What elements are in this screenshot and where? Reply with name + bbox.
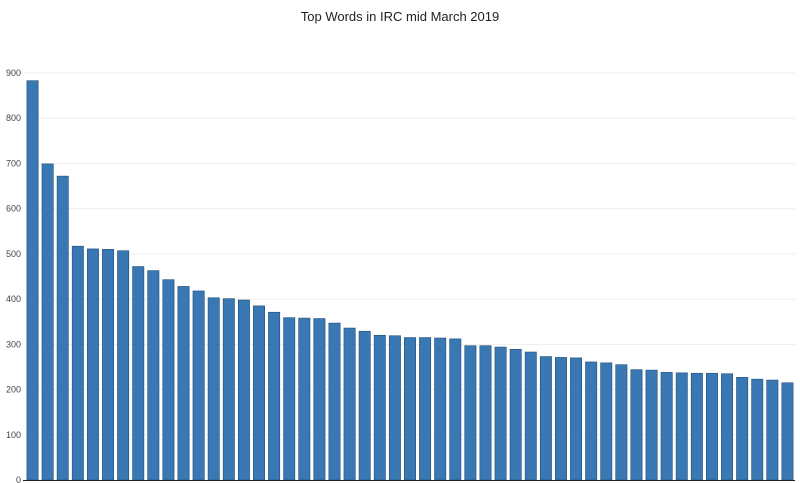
bar	[373, 334, 386, 481]
bar	[555, 357, 567, 481]
bar	[283, 317, 296, 481]
bar	[26, 80, 39, 481]
bar	[736, 377, 749, 481]
bar	[132, 266, 145, 481]
bar	[721, 373, 734, 481]
y-tick-label: 600	[6, 204, 21, 214]
bar	[434, 337, 447, 481]
bar	[766, 379, 779, 481]
bar	[298, 317, 311, 481]
bar	[645, 369, 658, 481]
bar	[237, 299, 250, 481]
chart-title: Top Words in IRC mid March 2019	[301, 9, 499, 24]
bar	[781, 382, 794, 481]
bar	[404, 337, 416, 481]
bar	[660, 372, 673, 481]
bar	[86, 248, 99, 481]
bar	[449, 338, 462, 481]
bar	[585, 361, 598, 481]
bar	[56, 175, 69, 481]
bar	[630, 369, 643, 481]
y-tick-label: 700	[6, 158, 21, 168]
bars	[26, 80, 794, 481]
bar	[705, 372, 718, 481]
bar	[358, 330, 371, 481]
bar	[328, 322, 341, 481]
bar	[524, 351, 537, 481]
y-tick-label: 0	[16, 475, 21, 483]
y-tick-label: 200	[6, 385, 21, 395]
y-axis-ticks: 0 100 200 300 400 500 600 700 800 900	[6, 68, 21, 483]
bar	[479, 345, 492, 481]
y-tick-label: 100	[6, 430, 21, 440]
bar	[464, 345, 477, 481]
bar	[207, 297, 220, 481]
y-tick-label: 800	[6, 113, 21, 123]
y-tick-label: 300	[6, 339, 21, 349]
bar	[388, 335, 401, 481]
y-tick-label: 400	[6, 294, 21, 304]
bar	[71, 245, 84, 481]
bar	[419, 337, 432, 481]
bar	[102, 249, 114, 481]
bar	[192, 290, 205, 481]
bar	[509, 349, 522, 481]
y-tick-label: 500	[6, 249, 21, 259]
bar	[222, 298, 235, 481]
bar	[539, 356, 552, 481]
bar	[313, 318, 326, 481]
bar	[268, 311, 281, 481]
bar	[117, 250, 130, 481]
y-tick-label: 900	[6, 68, 21, 78]
bar	[41, 163, 54, 481]
bar	[600, 362, 613, 481]
bar	[570, 357, 583, 481]
bar	[675, 372, 688, 481]
bar	[751, 378, 764, 481]
bar	[494, 346, 507, 481]
bar	[253, 305, 265, 481]
bar	[690, 372, 703, 481]
bar	[147, 270, 160, 481]
bar	[162, 279, 175, 481]
bar	[615, 364, 628, 481]
bar	[177, 286, 190, 481]
bar	[343, 327, 356, 481]
